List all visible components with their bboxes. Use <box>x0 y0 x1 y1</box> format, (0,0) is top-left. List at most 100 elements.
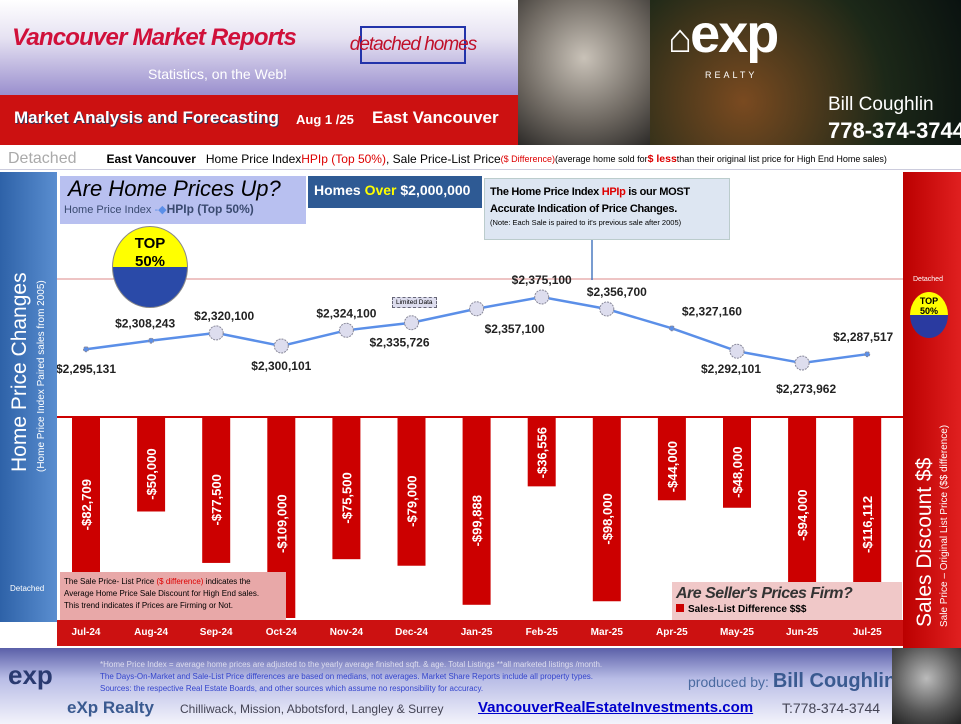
hpi-label: $2,300,101 <box>251 359 311 373</box>
price-segment-box: Homes Over $2,000,000 <box>308 176 482 208</box>
strip-text: HPIp (Top 50%) <box>301 151 386 166</box>
segment-text: $2,000,000 <box>396 182 471 198</box>
report-date: Aug 1 /25 <box>296 112 354 127</box>
website-link[interactable]: VancouverRealEstateInvestments.com <box>478 699 754 716</box>
hpi-point <box>864 351 871 358</box>
question-title: Are Home Prices Up? <box>68 176 281 201</box>
hpi-point <box>794 355 810 371</box>
month-tick-label: Aug-24 <box>134 627 168 638</box>
hpi-label: $2,327,160 <box>682 304 742 318</box>
expl-text: indicates the <box>203 577 251 586</box>
left-panel: Home Price Changes (Home Price Index Pai… <box>0 172 57 622</box>
hpi-label: $2,287,517 <box>833 330 893 344</box>
bar <box>527 418 556 487</box>
hpi-label: $2,320,100 <box>194 309 254 323</box>
bar-label: -$79,000 <box>405 476 420 527</box>
top50-badge: TOP 50% <box>910 292 948 338</box>
subtitle: Statistics, on the Web! <box>148 66 288 82</box>
right-panel-subtitle: Sale Price – Original List Price ($$ dif… <box>939 424 950 627</box>
note-text: (Note: Each Sale is paired to it's previ… <box>490 218 682 227</box>
note-text: The Home Price Index <box>490 186 602 198</box>
bar <box>202 418 231 563</box>
producer-name: Bill Coughlin <box>772 670 897 692</box>
tagline: Market Analysis and Forecasting <box>14 108 279 127</box>
bar-label: -$94,000 <box>795 490 810 541</box>
bar <box>332 418 361 560</box>
right-panel-label: Detached <box>913 276 943 283</box>
expl-text: The Sale Price- List Price <box>64 577 157 586</box>
hpi-label: $2,273,962 <box>776 382 836 396</box>
detached-homes-badge: detached homes <box>350 26 477 64</box>
hpi-point <box>273 338 289 354</box>
note-box: The Home Price Index HPIp is our MOST Ac… <box>484 178 730 240</box>
page-title: Vancouver Market Reports <box>12 24 297 51</box>
legend-label: Home Price Index <box>64 204 152 216</box>
month-tick-label: Jul-25 <box>853 627 882 638</box>
strip-text: Home Price Index <box>205 151 302 166</box>
company-name: eXp Realty <box>67 698 154 717</box>
bar-label: -$116,112 <box>860 496 875 553</box>
bar <box>788 418 817 594</box>
hpi-label: $2,357,100 <box>485 322 545 336</box>
produced-by: produced by: Bill Coughlin <box>688 670 896 693</box>
badge-text: TOP <box>134 235 166 252</box>
exp-logo-sub: REALTY <box>705 70 758 80</box>
agent-photo-small <box>892 648 961 724</box>
bar-label: -$44,000 <box>665 441 680 492</box>
hpi-point <box>148 337 155 344</box>
footnote: *Home Price Index = average home prices … <box>100 660 603 669</box>
hpi-label: $2,295,131 <box>57 362 116 376</box>
hpi-label: $2,308,243 <box>115 317 175 331</box>
bar-legend-box: Are Seller's Prices Firm? Sales-List Dif… <box>672 582 902 620</box>
brand-banner <box>650 0 961 145</box>
bar-label: -$36,556 <box>535 427 550 478</box>
footer: exp *Home Price Index = average home pri… <box>0 648 961 724</box>
footer-phone: T:778-374-3744 <box>782 700 881 716</box>
month-tick-label: Sep-24 <box>200 627 233 638</box>
footnote: The Days-On-Market and Sale-List Price d… <box>100 672 593 681</box>
hpi-point <box>668 325 675 332</box>
explanation-box: The Sale Price- List Price ($ difference… <box>60 572 286 620</box>
cities: Chilliwack, Mission, Abbotsford, Langley… <box>180 702 444 716</box>
left-panel-label: Detached <box>10 584 45 593</box>
month-tick-label: Dec-24 <box>395 627 428 638</box>
report-area: East Vancouver <box>372 108 499 127</box>
footnote: Sources: the respective Real Estate Boar… <box>100 684 484 693</box>
hpi-point <box>534 289 550 305</box>
produced-label: produced by: <box>688 674 773 690</box>
right-panel-title: Sales Discount $$ <box>913 457 936 627</box>
month-tick-label: Apr-25 <box>656 627 688 638</box>
month-tick-label: Oct-24 <box>266 627 298 638</box>
month-tick-label: May-25 <box>720 627 754 638</box>
strip-text: than their original list price for High … <box>676 153 887 164</box>
expl-text: ($ difference) <box>156 577 204 586</box>
hpi-label: $2,324,100 <box>316 306 376 320</box>
strip-text: , Sale Price-List Price <box>385 151 501 166</box>
bar-label: -$99,888 <box>470 495 485 546</box>
bar-label: -$109,000 <box>274 494 289 553</box>
agent-name: Bill Coughlin <box>828 94 934 115</box>
bar-label: -$98,000 <box>600 493 615 544</box>
right-panel: Detached TOP 50% Sales Discount $$ Sale … <box>903 172 961 648</box>
strip-text: $ less <box>647 152 677 165</box>
segment-text: Homes <box>314 182 365 198</box>
legend-series: HPIp (Top 50%) <box>166 202 254 216</box>
hpi-point <box>208 325 224 341</box>
expl-text: This trend indicates if Prices are Firmi… <box>64 601 233 610</box>
hpi-point <box>83 346 89 353</box>
month-tick-label: Jun-25 <box>786 627 819 638</box>
month-tick-label: Feb-25 <box>526 627 559 638</box>
bar-label: -$82,709 <box>79 479 94 530</box>
note-text: HPIp <box>601 186 626 198</box>
top50-badge: TOP 50% <box>112 226 188 308</box>
exp-logo: ⌂exp <box>668 4 779 64</box>
agent-phone: 778-374-3744 <box>828 118 961 143</box>
bar <box>397 418 426 566</box>
agent-photo <box>518 0 650 145</box>
month-axis-band <box>57 620 903 646</box>
legend-series: Sales-List Difference $$$ <box>688 604 807 615</box>
bar <box>462 418 491 605</box>
bar <box>592 418 621 602</box>
strip-text: (average home sold for <box>555 153 648 164</box>
bar-label: -$77,500 <box>209 474 224 525</box>
